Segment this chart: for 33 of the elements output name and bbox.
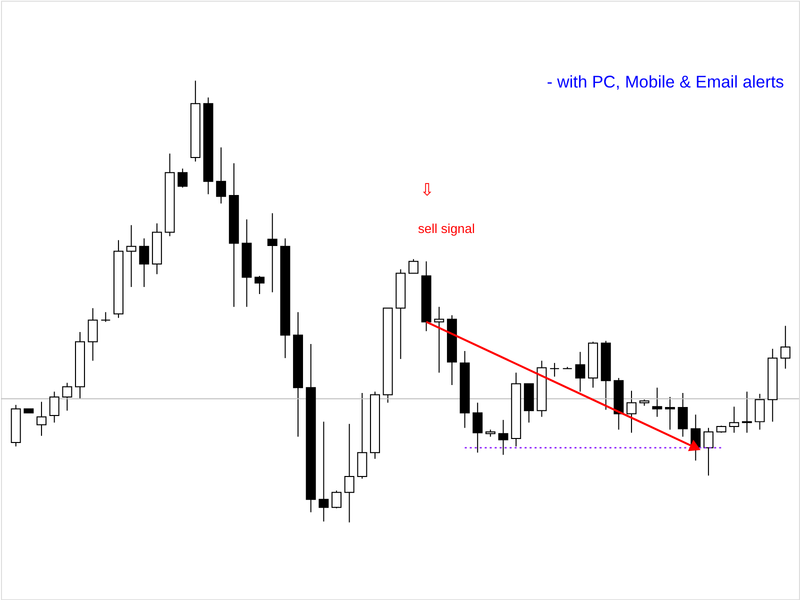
candlestick xyxy=(216,146,226,204)
candlestick xyxy=(742,391,752,434)
annotation: sell signal xyxy=(418,221,475,236)
candlestick xyxy=(36,401,46,436)
candlestick xyxy=(575,351,586,392)
candlestick xyxy=(344,423,354,523)
candlestick xyxy=(754,393,765,430)
candlestick xyxy=(703,427,714,476)
candlestick xyxy=(652,387,662,418)
candlestick xyxy=(434,306,444,374)
candlestick xyxy=(139,238,150,288)
candlestick xyxy=(472,402,483,454)
candlestick xyxy=(665,396,675,430)
candlestick xyxy=(332,490,342,509)
candlestick xyxy=(357,392,368,480)
candlestick xyxy=(62,382,72,412)
candlestick xyxy=(550,362,560,378)
candlestick xyxy=(498,419,508,456)
candlestick xyxy=(267,212,278,293)
candlestick xyxy=(178,168,188,188)
annotation: ⇩ xyxy=(420,180,434,200)
candlestick xyxy=(49,391,60,424)
candlestick xyxy=(626,390,636,434)
candlestick xyxy=(729,406,740,434)
candlestick xyxy=(318,421,329,522)
annotation: - with PC, Mobile & Email alerts xyxy=(546,72,784,92)
candlestick xyxy=(100,312,111,322)
candlestick xyxy=(88,308,98,362)
candlestick xyxy=(126,224,136,288)
candlestick xyxy=(408,258,418,274)
candlestick xyxy=(678,392,688,438)
candlestick xyxy=(780,325,790,370)
candlestick xyxy=(254,275,265,295)
